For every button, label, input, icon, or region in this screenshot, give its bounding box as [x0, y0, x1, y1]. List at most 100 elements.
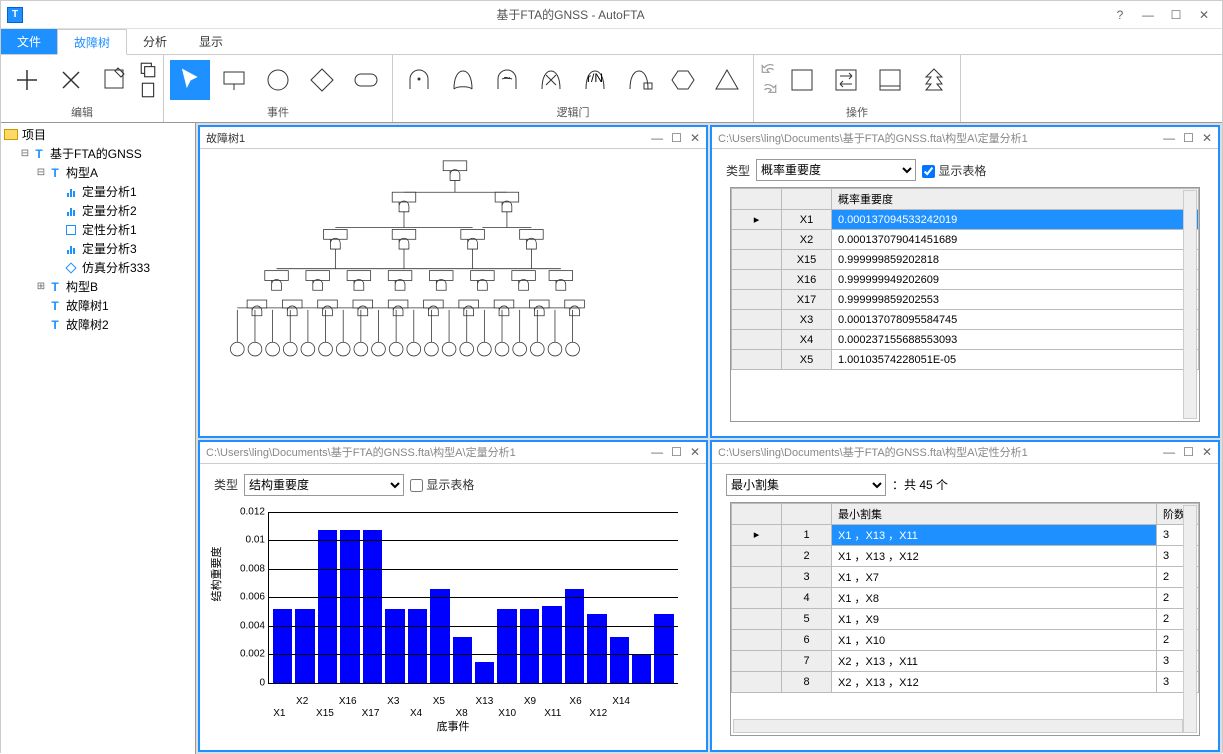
panel-max-icon[interactable]: ☐ [1183, 131, 1194, 145]
tree-label: 定性分析1 [82, 221, 137, 238]
ribbon-label-events: 事件 [170, 102, 386, 122]
title-bar: T 基于FTA的GNSS - AutoFTA ? — ☐ ✕ [1, 1, 1222, 29]
project-tree[interactable]: 项目 ⊟T基于FTA的GNSS ⊟T构型A 定量分析1 定量分析2 定性分析1 … [1, 123, 196, 754]
tree-quant1[interactable]: 定量分析1 [3, 182, 193, 201]
menu-file[interactable]: 文件 [1, 29, 57, 54]
panel-close-icon[interactable]: ✕ [1202, 445, 1212, 459]
show-table-label: 显示表格 [426, 478, 474, 492]
y-axis-title: 结构重要度 [208, 546, 224, 601]
panel-title: C:\Users\ling\Documents\基于FTA的GNSS.fta\构… [718, 444, 1163, 460]
gate-and[interactable] [399, 60, 439, 100]
tree-qual1[interactable]: 定性分析1 [3, 220, 193, 239]
redo-icon[interactable] [760, 81, 778, 99]
type-combo[interactable]: 概率重要度 [756, 159, 916, 181]
hscrollbar[interactable] [733, 719, 1183, 733]
gate-triangle[interactable] [707, 60, 747, 100]
help-icon[interactable]: ? [1112, 8, 1128, 22]
faulttree-canvas[interactable] [200, 149, 706, 436]
gate-or[interactable] [443, 60, 483, 100]
panel-min-icon[interactable]: — [1163, 445, 1175, 459]
tree-sim333[interactable]: 仿真分析333 [3, 258, 193, 277]
op-swap[interactable] [826, 60, 866, 100]
panel-max-icon[interactable]: ☐ [1183, 445, 1194, 459]
panel-min-icon[interactable]: — [651, 131, 663, 145]
menu-tab-display[interactable]: 显示 [183, 29, 239, 54]
panel-close-icon[interactable]: ✕ [690, 445, 700, 459]
tool-pointer[interactable] [170, 60, 210, 100]
op-box3[interactable] [870, 60, 910, 100]
panel-cutsets: C:\Users\ling\Documents\基于FTA的GNSS.fta\构… [710, 440, 1220, 753]
panel-prob-importance: C:\Users\ling\Documents\基于FTA的GNSS.fta\构… [710, 125, 1220, 438]
maximize-icon[interactable]: ☐ [1168, 8, 1184, 22]
tree-label: 仿真分析333 [82, 259, 150, 276]
panel-faulttree: 故障树1 — ☐ ✕ [198, 125, 708, 438]
tree-quant3[interactable]: 定量分析3 [3, 239, 193, 258]
tree-label: 定量分析1 [82, 183, 137, 200]
undo-icon[interactable] [760, 61, 778, 79]
ribbon-label-gates: 逻辑门 [399, 102, 747, 122]
tree-ft1[interactable]: T故障树1 [3, 296, 193, 315]
tool-edit[interactable] [95, 60, 135, 100]
ribbon: 编辑 事件 ~ r/N 逻辑门 [1, 55, 1222, 123]
cutset-table[interactable]: 最小割集阶数 ▸1X1 ，X13 ，X1132X1 ，X13 ，X1233X1 … [731, 503, 1199, 693]
ribbon-group-edit: 编辑 [1, 55, 164, 122]
gate-kn[interactable]: r/N [575, 60, 615, 100]
panel-min-icon[interactable]: — [1163, 131, 1175, 145]
x-axis-title: 底事件 [222, 718, 684, 734]
cutset-combo[interactable]: 最小割集 [726, 474, 886, 496]
t-icon: T [47, 318, 63, 332]
panel-max-icon[interactable]: ☐ [671, 131, 682, 145]
close-icon[interactable]: ✕ [1196, 8, 1212, 22]
window-controls: ? — ☐ ✕ [1112, 8, 1222, 22]
t-icon: T [47, 166, 63, 180]
op-box1[interactable] [782, 60, 822, 100]
menu-tab-analysis[interactable]: 分析 [127, 29, 183, 54]
tree-config-a[interactable]: ⊟T构型A [3, 163, 193, 182]
tool-delete[interactable] [51, 60, 91, 100]
tool-copy-icon[interactable] [139, 61, 157, 79]
tree-root[interactable]: 项目 [3, 125, 193, 144]
panel-close-icon[interactable]: ✕ [1202, 131, 1212, 145]
type-combo[interactable]: 结构重要度 [244, 474, 404, 496]
panel-min-icon[interactable]: — [651, 445, 663, 459]
bar-chart: 结构重要度 00.0020.0040.0060.0080.010.012 X2X… [222, 508, 684, 735]
tree-quant2[interactable]: 定量分析2 [3, 201, 193, 220]
menu-tab-faulttree[interactable]: 故障树 [57, 29, 127, 55]
show-table-check[interactable]: 显示表格 [922, 162, 986, 179]
show-table-check[interactable]: 显示表格 [410, 476, 474, 493]
tool-circle-event[interactable] [258, 60, 298, 100]
tool-paste-icon[interactable] [139, 81, 157, 99]
panel-struct-importance: C:\Users\ling\Documents\基于FTA的GNSS.fta\构… [198, 440, 708, 753]
gate-not[interactable] [531, 60, 571, 100]
gate-xor[interactable]: ~ [487, 60, 527, 100]
gate-hex[interactable] [663, 60, 703, 100]
op-tree-icon[interactable] [914, 60, 954, 100]
tree-config-b[interactable]: ⊞T构型B [3, 277, 193, 296]
tool-diamond-event[interactable] [302, 60, 342, 100]
vscrollbar[interactable] [1183, 505, 1197, 734]
tree-label: 故障树1 [66, 297, 109, 314]
count-label: ：共 45 个 [892, 476, 948, 493]
folder-icon [4, 129, 18, 140]
panel-title: 故障树1 [206, 130, 651, 146]
tree-project[interactable]: ⊟T基于FTA的GNSS [3, 144, 193, 163]
content-grid: 故障树1 — ☐ ✕ [196, 123, 1222, 754]
type-label: 类型 [726, 162, 750, 179]
tool-rect-event[interactable] [214, 60, 254, 100]
minimize-icon[interactable]: — [1140, 8, 1156, 22]
tree-ft2[interactable]: T故障树2 [3, 315, 193, 334]
prob-table[interactable]: 概率重要度 ▸X10.000137094533242019X20.0001370… [731, 188, 1199, 370]
ribbon-group-ops: 操作 [754, 55, 961, 122]
panel-close-icon[interactable]: ✕ [690, 131, 700, 145]
svg-text:~: ~ [503, 71, 510, 85]
gate-transfer[interactable] [619, 60, 659, 100]
vscrollbar[interactable] [1183, 190, 1197, 419]
tool-oval-event[interactable] [346, 60, 386, 100]
app-icon: T [7, 7, 23, 23]
tool-add[interactable] [7, 60, 47, 100]
t-icon: T [47, 280, 63, 294]
bar-icon [63, 242, 79, 256]
show-table-label: 显示表格 [938, 164, 986, 178]
tree-label: 故障树2 [66, 316, 109, 333]
panel-max-icon[interactable]: ☐ [671, 445, 682, 459]
